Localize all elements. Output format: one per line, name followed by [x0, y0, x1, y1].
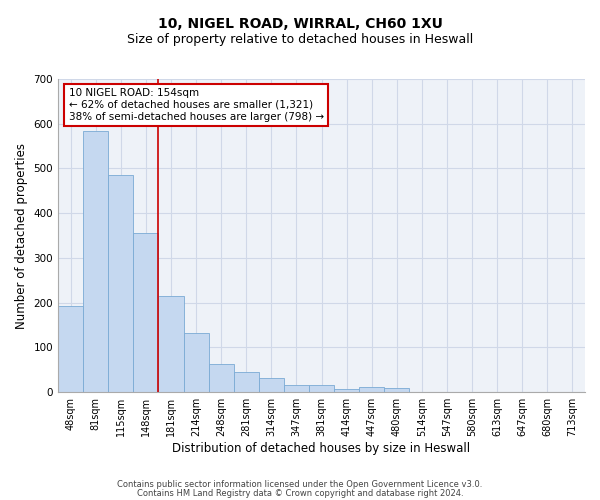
- Bar: [209, 364, 233, 392]
- Bar: [233, 372, 259, 392]
- Text: Size of property relative to detached houses in Heswall: Size of property relative to detached ho…: [127, 32, 473, 46]
- Bar: [133, 234, 158, 392]
- Bar: [259, 378, 284, 392]
- Bar: [58, 306, 83, 392]
- Bar: [384, 388, 409, 392]
- Bar: [359, 388, 384, 392]
- Bar: [158, 296, 184, 392]
- Bar: [334, 388, 359, 392]
- Bar: [309, 385, 334, 392]
- Text: 10, NIGEL ROAD, WIRRAL, CH60 1XU: 10, NIGEL ROAD, WIRRAL, CH60 1XU: [158, 18, 442, 32]
- Text: Contains HM Land Registry data © Crown copyright and database right 2024.: Contains HM Land Registry data © Crown c…: [137, 488, 463, 498]
- Text: 10 NIGEL ROAD: 154sqm
← 62% of detached houses are smaller (1,321)
38% of semi-d: 10 NIGEL ROAD: 154sqm ← 62% of detached …: [68, 88, 324, 122]
- Bar: [83, 132, 108, 392]
- X-axis label: Distribution of detached houses by size in Heswall: Distribution of detached houses by size …: [172, 442, 470, 455]
- Text: Contains public sector information licensed under the Open Government Licence v3: Contains public sector information licen…: [118, 480, 482, 489]
- Bar: [284, 385, 309, 392]
- Y-axis label: Number of detached properties: Number of detached properties: [15, 142, 28, 328]
- Bar: [108, 175, 133, 392]
- Bar: [184, 333, 209, 392]
